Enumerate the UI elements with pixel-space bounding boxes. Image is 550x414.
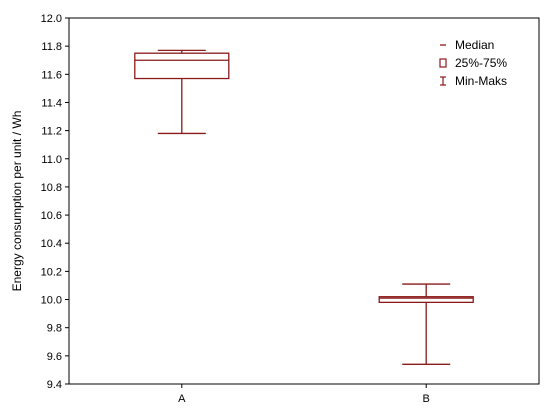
legend-item-median: Median xyxy=(440,38,494,52)
y-tick-label: 9.6 xyxy=(47,351,62,363)
y-tick-label: 10.2 xyxy=(41,266,62,278)
legend-label: 25%-75% xyxy=(455,56,507,70)
y-tick-label: 11.4 xyxy=(41,97,62,109)
y-axis: 9.4 9.6 9.8 10.0 10.2 10.4 10.6 10.8 11.0 11.2 11.… xyxy=(41,13,69,391)
box-B xyxy=(378,283,474,365)
y-tick-label: 11.0 xyxy=(41,154,62,166)
x-tick-label: B xyxy=(423,393,430,405)
y-tick-label: 9.4 xyxy=(47,379,62,391)
box-A xyxy=(134,49,230,135)
iqr-box xyxy=(378,296,474,304)
y-axis-title: Energy consumption per unit / Wh xyxy=(10,111,24,292)
box-legend-icon xyxy=(439,58,447,68)
legend-label: Min-Maks xyxy=(455,74,507,88)
y-tick-label: 10.6 xyxy=(41,210,62,222)
y-tick-label: 12.0 xyxy=(41,13,62,25)
y-tick-label: 11.2 xyxy=(41,126,62,138)
y-tick-label: 10.4 xyxy=(41,238,62,250)
legend-item-whisker: Min-Maks xyxy=(440,74,507,88)
legend-item-box: 25%-75% xyxy=(439,56,507,70)
y-tick-label: 11.6 xyxy=(41,69,62,81)
legend: Median 25%-75% Min-Maks xyxy=(439,38,507,88)
y-tick-label: 9.8 xyxy=(47,323,62,335)
iqr-box xyxy=(134,52,230,80)
box-series xyxy=(134,49,474,365)
legend-label: Median xyxy=(455,38,494,52)
y-tick-label: 11.8 xyxy=(41,41,62,53)
y-tick-label: 10.8 xyxy=(41,182,62,194)
x-tick-label: A xyxy=(178,393,186,405)
y-tick-label: 10.0 xyxy=(41,295,62,307)
